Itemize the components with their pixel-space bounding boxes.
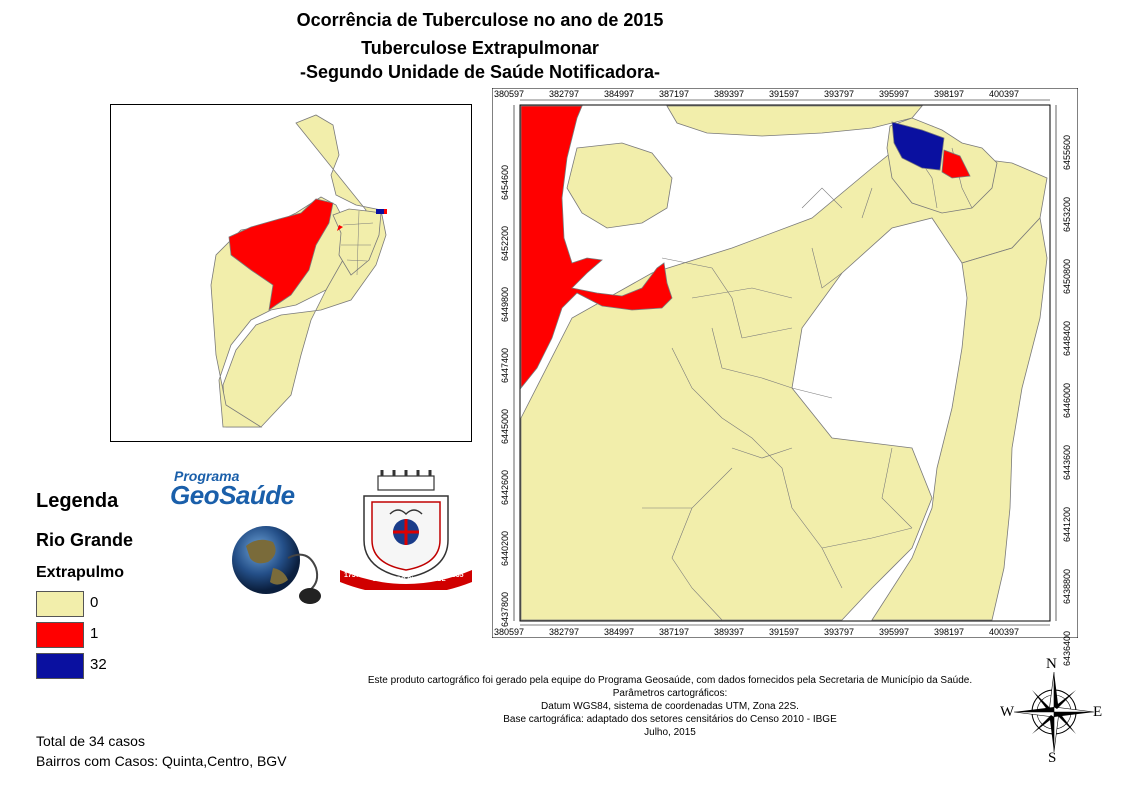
top-ticks-label: 395997 <box>879 89 910 99</box>
red-centro-area <box>941 149 971 179</box>
left-ticks-label: 6447400 <box>500 347 510 383</box>
top-ticks-label: 387197 <box>659 89 690 99</box>
bottom-ticks-label: 380597 <box>494 627 525 637</box>
legend-swatch-0 <box>36 591 84 617</box>
district-lines <box>642 147 973 621</box>
compass-e: E <box>1093 704 1103 720</box>
seal-year-right: 1835 <box>448 572 464 579</box>
right-ticks-label: 6446000 <box>1062 382 1072 418</box>
geosaude-logo-line2: GeoSaúde <box>170 480 295 510</box>
credits-line-1: Parâmetros cartográficos: <box>612 688 728 699</box>
compass-rose: N S E W <box>996 656 1106 768</box>
inset-city-area <box>332 208 382 276</box>
neighborhoods-with-cases: Bairros com Casos: Quinta,Centro, BGV <box>36 753 287 769</box>
left-ticks-label: 6437800 <box>500 591 510 627</box>
right-ticks-label: 6450800 <box>1062 258 1072 294</box>
right-ticks-label: 6441200 <box>1062 506 1072 542</box>
seal-year-left: 1737 <box>344 572 360 579</box>
legend-label-1: 1 <box>90 625 99 642</box>
map-title-line2: Tuberculose Extrapulmonar <box>361 38 599 58</box>
right-ticks-label: 6448400 <box>1062 320 1072 356</box>
inset-red-small <box>384 209 387 214</box>
right-ticks-label: 6453200 <box>1062 196 1072 232</box>
credits-line-2: Datum WGS84, sistema de coordenadas UTM,… <box>541 701 799 712</box>
geosaude-logo-line1: Programa <box>174 468 240 484</box>
bottom-ticks-label: 387197 <box>659 627 690 637</box>
map-title-line1: Ocorrência de Tuberculose no ano de 2015 <box>296 10 664 30</box>
map-title-line3: -Segundo Unidade de Saúde Notificadora- <box>299 62 661 82</box>
geosaude-logo: Programa GeoSaúde <box>168 468 338 608</box>
compass-w: W <box>1000 704 1015 720</box>
bottom-ticks-label: 389397 <box>714 627 745 637</box>
legend-swatch-2 <box>36 653 84 679</box>
legend-layer-name: Rio Grande <box>36 530 134 550</box>
left-ticks-label: 6452200 <box>500 225 510 261</box>
bottom-ticks-label: 391597 <box>769 627 800 637</box>
legend-swatch-1 <box>36 622 84 648</box>
city-seal-emblem <box>340 470 472 595</box>
bottom-ticks-label: 398197 <box>934 627 965 637</box>
northwest-island <box>566 142 673 229</box>
left-ticks-label: 6454600 <box>500 164 510 200</box>
total-cases: Total de 34 casos <box>36 733 145 749</box>
bottom-ticks-label: 395997 <box>879 627 910 637</box>
right-ticks-label: 6438800 <box>1062 568 1072 604</box>
blue-area <box>891 121 945 171</box>
credits-line-4: Julho, 2015 <box>644 727 696 738</box>
compass-n: N <box>1046 656 1057 672</box>
eastern-strip <box>871 217 1048 621</box>
left-ticks-label: 6449800 <box>500 286 510 322</box>
right-ticks-label: 6443600 <box>1062 444 1072 480</box>
main-map: 380597 382797 384997 387197 389397 391597 3937… <box>491 87 1079 666</box>
legend-title: Legenda <box>36 490 119 512</box>
bottom-ticks-label: 400397 <box>989 627 1020 637</box>
top-ticks-label: 380597 <box>494 89 525 99</box>
bottom-ticks-label: 382797 <box>549 627 580 637</box>
left-ticks-label: 6442600 <box>500 469 510 505</box>
inset-map <box>210 114 387 428</box>
left-ticks-label: 6445000 <box>500 408 510 444</box>
top-ticks-label: 400397 <box>989 89 1020 99</box>
red-west-area <box>520 105 673 390</box>
bottom-ticks-label: 393797 <box>824 627 855 637</box>
top-ticks-label: 398197 <box>934 89 965 99</box>
bottom-ticks-label: 384997 <box>604 627 635 637</box>
compass-s: S <box>1048 750 1057 766</box>
compass-icon <box>1013 671 1095 753</box>
legend-label-2: 32 <box>90 656 107 673</box>
credits-line-3: Base cartográfica: adaptado dos setores … <box>503 714 837 725</box>
top-ticks-label: 382797 <box>549 89 580 99</box>
credits-line-0: Este produto cartográfico foi gerado pel… <box>367 675 973 686</box>
top-ticks-label: 384997 <box>604 89 635 99</box>
legend-label-0: 0 <box>90 594 99 611</box>
credits-block: Este produto cartográfico foi gerado pel… <box>300 674 1040 739</box>
inset-municipality-shape <box>222 114 387 428</box>
top-ticks-label: 389397 <box>714 89 745 99</box>
right-ticks-label: 6455600 <box>1062 134 1072 170</box>
left-ticks-label: 6440200 <box>500 530 510 566</box>
globe-mouse-icon <box>232 526 321 604</box>
inset-blue-area <box>376 209 384 214</box>
city-seal: 1737 CIDADE DO RIO GRANDE 1835 <box>338 470 474 595</box>
inset-red-area <box>228 198 334 311</box>
inset-map-frame <box>110 104 472 442</box>
top-island <box>666 105 923 137</box>
seal-ribbon-text: CIDADE DO RIO GRANDE <box>372 577 446 583</box>
top-ticks-label: 391597 <box>769 89 800 99</box>
top-ticks-label: 393797 <box>824 89 855 99</box>
legend-field-name: Extrapulmo <box>36 564 125 581</box>
